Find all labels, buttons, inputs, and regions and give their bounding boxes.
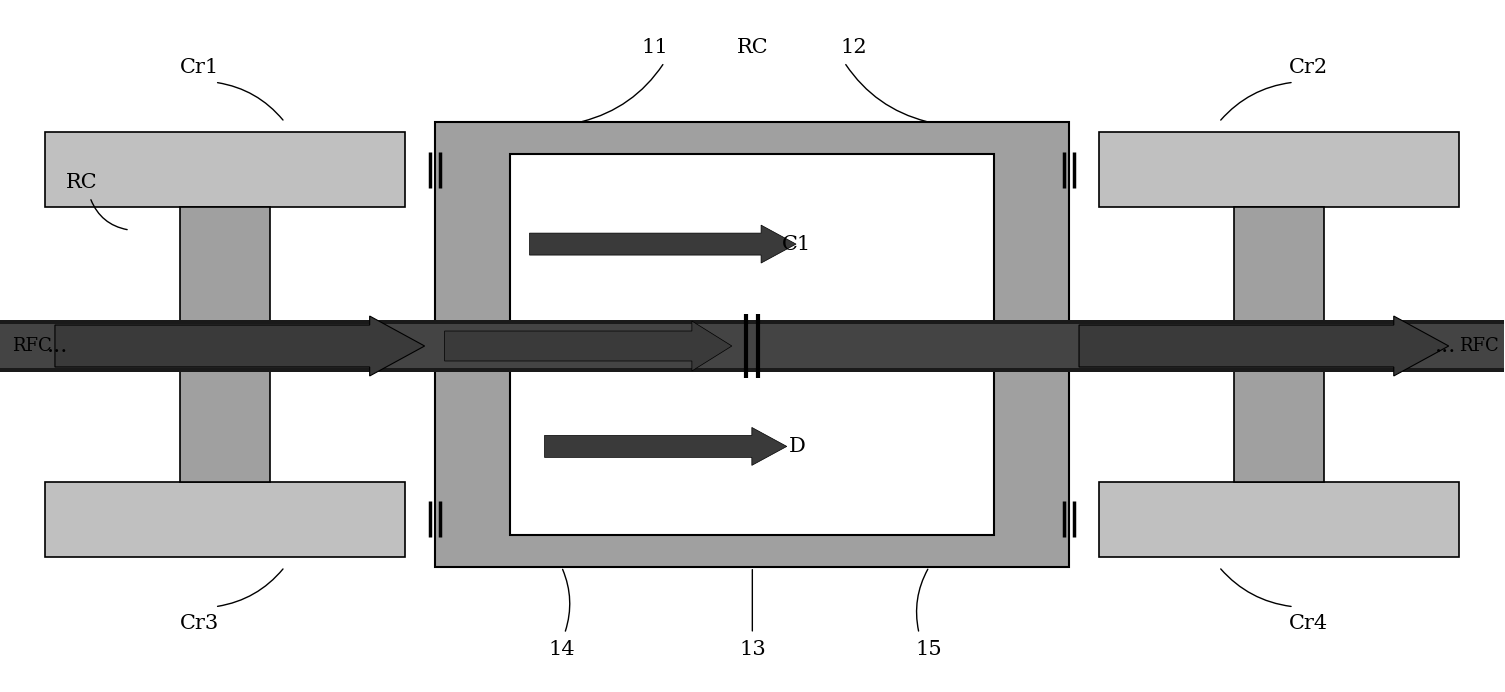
FancyArrow shape [530, 225, 796, 263]
Text: Cr2: Cr2 [1290, 57, 1329, 77]
Bar [1099, 482, 1458, 557]
Bar [510, 154, 995, 334]
Text: ...: ... [47, 335, 69, 357]
Text: RC: RC [736, 38, 768, 57]
Bar [1099, 132, 1458, 207]
FancyArrow shape [1079, 316, 1449, 376]
Bar [1069, 324, 1503, 368]
Text: Cr4: Cr4 [1290, 614, 1329, 633]
Text: 13: 13 [739, 640, 766, 659]
Text: 12: 12 [841, 38, 867, 57]
Text: 14: 14 [548, 640, 575, 659]
Text: Cr1: Cr1 [181, 57, 220, 77]
Bar [45, 132, 405, 207]
Bar [1069, 320, 1503, 372]
FancyArrow shape [56, 316, 424, 376]
Text: C1: C1 [783, 235, 811, 253]
Text: RFC: RFC [1458, 337, 1499, 355]
Bar [435, 122, 1069, 567]
FancyArrow shape [545, 428, 787, 466]
Text: ...: ... [1436, 335, 1457, 357]
Text: D: D [789, 437, 805, 456]
Bar [1234, 207, 1324, 324]
Bar [45, 482, 405, 557]
Bar [179, 368, 269, 482]
Bar [510, 358, 995, 535]
Bar [435, 320, 1069, 372]
Bar [0, 320, 435, 372]
Text: 15: 15 [917, 640, 942, 659]
Text: RC: RC [66, 172, 98, 192]
Text: 11: 11 [641, 38, 668, 57]
Bar [435, 324, 1069, 368]
Text: RFC: RFC [12, 337, 53, 355]
Text: Cr3: Cr3 [181, 614, 220, 633]
Bar [1234, 368, 1324, 482]
Bar [0, 324, 435, 368]
Bar [179, 207, 269, 324]
FancyArrow shape [444, 321, 731, 371]
